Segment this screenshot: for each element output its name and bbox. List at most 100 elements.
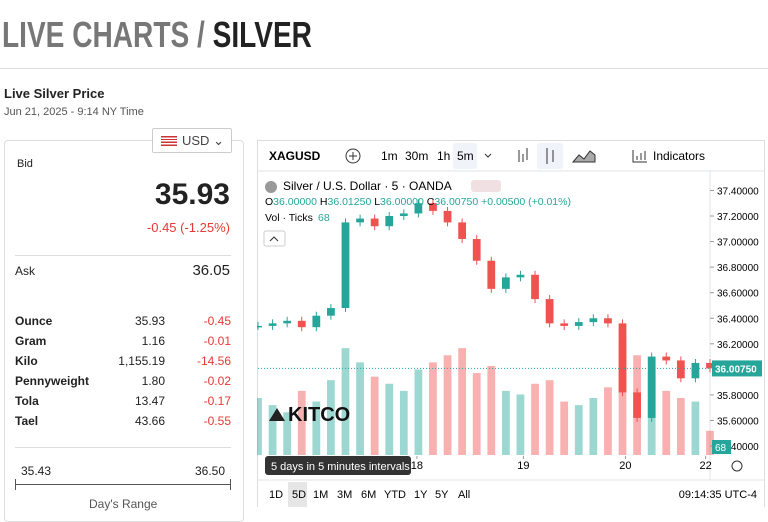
collapse-button[interactable] [263,230,286,247]
unit-name: Pennyweight [15,374,90,388]
page-title: LIVE CHARTS / SILVER [2,14,312,56]
ohlc-value: 36.00000 [380,196,424,208]
ohlc-value: 36.00750 [434,196,478,208]
ohlc-label: O [265,196,273,208]
candle [647,356,656,418]
bars-icon[interactable] [518,148,528,162]
indicators-icon[interactable] [632,150,647,163]
indicators[interactable]: Indicators [653,149,705,163]
symbol[interactable]: XAGUSD [269,149,321,163]
divider [15,255,231,256]
volume-bar [531,383,539,455]
active-range [288,482,307,507]
volume-bar [297,390,306,455]
unit-price: 35.93 [134,314,165,328]
candle [618,323,627,393]
range-button[interactable]: 6M [361,489,376,501]
unit-change: -0.01 [203,334,231,348]
currency-select[interactable]: USD ⌄ [152,128,232,153]
title-part: LIVE CHARTS / [2,14,205,55]
unit-change: -0.55 [203,414,231,428]
volume-bar [691,401,700,455]
bid: 35.93 [154,178,230,211]
chart-widget: XAGUSD 1m 30m 1h 5m Indicators 35.40000 35.6… [257,140,765,507]
brand-logo [269,408,285,421]
unit-price: 1.80 [141,374,165,388]
candle [691,362,700,379]
candle [501,277,510,289]
page: LIVE CHARTS / SILVER Live Silver Price J… [0,14,768,522]
candle [662,356,671,361]
last-price-label: 36.00750 [715,364,757,375]
volume-bar [385,383,394,455]
settings-icon[interactable] [731,460,743,472]
candle [443,210,452,223]
ask: 36.05 [192,262,230,279]
candle [472,239,481,261]
legend-name: Silver / U.S. Dollar · 5 · OANDA [283,179,452,193]
candle [370,218,379,227]
range-button[interactable]: 1D [269,489,283,501]
unit-change: -0.45 [203,314,231,328]
volume-bar [414,369,423,455]
interval[interactable]: 30m [405,149,428,163]
area-icon[interactable] [571,150,596,163]
x-tick-label: 19 [517,460,529,472]
interval[interactable]: 5m [457,149,474,163]
range-button[interactable]: 1Y [414,489,428,501]
add-icon [349,152,357,160]
unit-name: Gram [15,334,47,348]
candle [604,318,612,324]
volume-bar [676,398,685,455]
ohlc-value: 36.00000 [273,196,317,208]
ohlc-change: +0.00500 (+0.01%) [481,196,571,208]
y-tick-label: 37.20000 [717,212,759,223]
ohlc-value: 36.01250 [327,196,371,208]
unit-price: 43.66 [134,414,165,428]
unit-name: Tael [15,414,39,428]
subtitle: Live Silver Price [4,86,105,101]
range-button[interactable]: 5D [292,489,306,501]
range-button[interactable]: All [458,489,470,501]
range-tick [15,479,16,490]
range-button[interactable]: 1M [313,489,328,501]
candle-icon [546,148,554,164]
volume-bar [501,390,510,455]
range-bar [15,484,231,485]
range-tick [230,479,231,490]
add-icon[interactable] [345,148,361,164]
candle [297,320,306,328]
volume-bar [589,398,598,455]
candle [574,322,583,326]
active-interval [453,143,477,169]
volume-bar [545,380,554,455]
unit-name: Kilo [15,354,38,368]
tooltip: 5 days in 5 minutes intervals [271,461,410,473]
range-button[interactable]: YTD [384,489,406,501]
candle-button[interactable] [537,143,563,169]
candle [633,392,641,418]
range-button[interactable]: 3M [337,489,352,501]
candle [341,222,350,309]
x-tick-label: 20 [619,460,631,472]
unit-name: Ounce [15,314,53,328]
volume-bar [356,362,364,455]
interval[interactable]: 1m [381,149,398,163]
interval[interactable]: 1h [437,149,450,163]
volume-bar [283,412,292,455]
x-tick-label: 22 [700,460,712,472]
legend-icon [265,181,277,193]
widget-frame [257,140,765,507]
volume-bar [574,405,583,455]
range-button[interactable]: 5Y [435,489,449,501]
volume-bar [560,401,569,455]
candle [545,299,554,324]
volume-bar [706,430,714,455]
ohlc: O36.00000 H36.01250 L36.00000 C36.00750 … [265,196,571,208]
unit-change: -0.02 [203,374,231,388]
y-tick-label: 35.80000 [717,391,759,402]
candle [312,315,321,328]
y-tick-label: 37.40000 [717,186,759,197]
candle [706,362,714,369]
volume-bar [399,390,408,455]
